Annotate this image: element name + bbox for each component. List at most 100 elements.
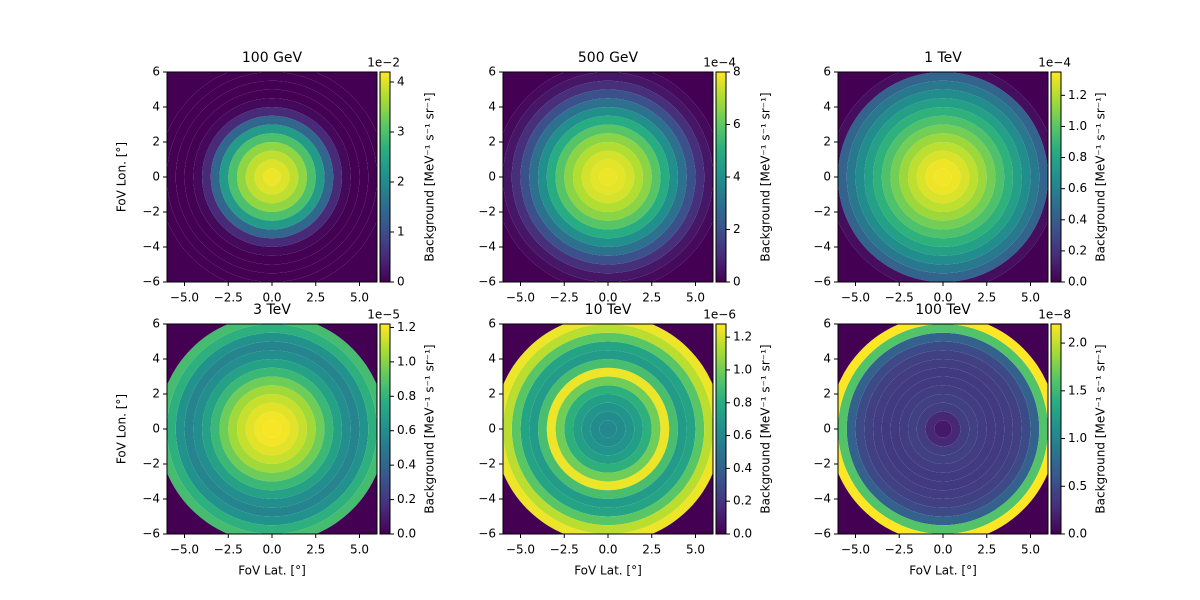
colorbar-tick-label: 0.2 bbox=[1068, 243, 1087, 257]
colorbar-tick-label: 0.6 bbox=[733, 428, 752, 442]
colorbar-tick-label: 1.5 bbox=[1068, 383, 1087, 397]
panel-title: 3 TeV bbox=[253, 302, 291, 318]
x-tick-label: 5.0 bbox=[686, 543, 705, 557]
panel-title: 100 TeV bbox=[915, 302, 971, 318]
panel-title: 500 GeV bbox=[578, 50, 639, 66]
y-tick-label: 2 bbox=[823, 135, 831, 149]
x-tick-label: 0.0 bbox=[933, 543, 952, 557]
colorbar-tick-label: 1 bbox=[397, 225, 405, 239]
colorbar-tick-label: 0.4 bbox=[733, 461, 752, 475]
y-tick-label: 6 bbox=[488, 65, 496, 79]
y-tick-label: −4 bbox=[478, 240, 496, 254]
y-tick-label: −4 bbox=[478, 492, 496, 506]
y-tick-label: −6 bbox=[478, 527, 496, 541]
x-tick-label: −5.0 bbox=[170, 543, 199, 557]
x-tick-label: 2.5 bbox=[977, 291, 996, 305]
heatmap-ring bbox=[599, 168, 617, 186]
colorbar-tick-label: 0.0 bbox=[733, 527, 752, 541]
heatmap-ring bbox=[503, 72, 713, 282]
x-tick-label: −2.5 bbox=[550, 291, 579, 305]
x-tick-label: 2.5 bbox=[642, 543, 661, 557]
heatmap-ring bbox=[263, 420, 281, 438]
heatmap-ring bbox=[590, 159, 626, 195]
y-axis-label: FoV Lon. [°] bbox=[115, 394, 129, 464]
y-tick-label: −4 bbox=[142, 240, 160, 254]
colorbar-tick-label: 3 bbox=[397, 125, 405, 139]
y-tick-label: 0 bbox=[488, 170, 496, 184]
colorbar-tick-label: 1.2 bbox=[1068, 88, 1087, 102]
y-axis-label: FoV Lon. [°] bbox=[115, 142, 129, 212]
heatmap bbox=[503, 72, 713, 282]
y-tick-label: 2 bbox=[823, 387, 831, 401]
y-tick-label: 0 bbox=[823, 422, 831, 436]
heatmap-ring bbox=[590, 411, 626, 447]
y-tick-label: −2 bbox=[142, 205, 160, 219]
colorbar bbox=[379, 323, 391, 535]
heatmap bbox=[167, 324, 377, 534]
colorbar-tick-label: 0.6 bbox=[397, 423, 416, 437]
colorbar-tick-label: 4 bbox=[397, 75, 405, 89]
colorbar-tick-label: 1.2 bbox=[397, 320, 416, 334]
y-tick-label: −6 bbox=[478, 275, 496, 289]
heatmap-ring bbox=[934, 420, 952, 438]
colorbar-tick-label: 1.0 bbox=[1068, 431, 1087, 445]
y-tick-label: 4 bbox=[823, 100, 831, 114]
heatmap bbox=[838, 324, 1048, 534]
heatmap-ring bbox=[599, 420, 617, 438]
y-tick-label: 0 bbox=[152, 422, 160, 436]
y-tick-label: −4 bbox=[813, 492, 831, 506]
colorbar-tick-label: 0.4 bbox=[397, 458, 416, 472]
y-tick-label: 2 bbox=[488, 387, 496, 401]
x-tick-label: 5.0 bbox=[1021, 291, 1040, 305]
x-axis-label: FoV Lat. [°] bbox=[909, 564, 977, 578]
x-tick-label: 0.0 bbox=[262, 291, 281, 305]
y-tick-label: −6 bbox=[813, 275, 831, 289]
x-tick-label: 2.5 bbox=[306, 291, 325, 305]
heatmap bbox=[167, 72, 377, 282]
x-tick-label: 0.0 bbox=[933, 291, 952, 305]
x-tick-label: −2.5 bbox=[550, 543, 579, 557]
heatmap-ring bbox=[925, 411, 961, 447]
colorbar-tick-label: 1.0 bbox=[1068, 119, 1087, 133]
y-tick-label: 6 bbox=[488, 317, 496, 331]
colorbar-label: Background [MeV⁻¹ s⁻¹ sr⁻¹] bbox=[759, 344, 773, 513]
y-tick-label: 0 bbox=[488, 422, 496, 436]
y-tick-label: −2 bbox=[478, 205, 496, 219]
colorbar-tick-label: 0.8 bbox=[397, 389, 416, 403]
heatmap-ring bbox=[503, 324, 713, 534]
heatmap-ring bbox=[245, 402, 299, 456]
x-tick-label: 0.0 bbox=[598, 543, 617, 557]
y-tick-label: 4 bbox=[152, 100, 160, 114]
x-tick-label: −2.5 bbox=[214, 291, 243, 305]
colorbar-tick-label: 0.8 bbox=[1068, 150, 1087, 164]
y-tick-label: 6 bbox=[823, 317, 831, 331]
heatmap-ring bbox=[838, 72, 1048, 282]
colorbar-offset: 1e−2 bbox=[367, 56, 400, 70]
heatmap-ring bbox=[167, 72, 377, 282]
colorbar-tick-label: 0.2 bbox=[397, 492, 416, 506]
y-tick-label: −6 bbox=[142, 275, 160, 289]
y-tick-label: −2 bbox=[478, 457, 496, 471]
colorbar-tick-label: 4 bbox=[733, 170, 741, 184]
colorbar-tick-label: 0.6 bbox=[1068, 181, 1087, 195]
colorbar-tick-label: 0.4 bbox=[1068, 212, 1087, 226]
panel-title: 100 GeV bbox=[242, 50, 303, 66]
colorbar bbox=[1050, 323, 1062, 535]
y-tick-label: −2 bbox=[813, 205, 831, 219]
colorbar-tick-label: 0.0 bbox=[397, 527, 416, 541]
colorbar-tick-label: 1.0 bbox=[733, 362, 752, 376]
colorbar-tick-label: 0.0 bbox=[1068, 527, 1087, 541]
heatmap-ring bbox=[916, 150, 970, 204]
colorbar bbox=[1050, 71, 1062, 283]
y-tick-label: −2 bbox=[142, 457, 160, 471]
x-tick-label: −5.0 bbox=[841, 291, 870, 305]
y-tick-label: −6 bbox=[813, 527, 831, 541]
colorbar-tick-label: 8 bbox=[733, 65, 741, 79]
colorbar-offset: 1e−4 bbox=[703, 56, 736, 70]
y-tick-label: 4 bbox=[152, 352, 160, 366]
colorbar-tick-label: 0 bbox=[397, 275, 405, 289]
heatmap-ring bbox=[838, 324, 1048, 534]
heatmap-ring bbox=[254, 411, 290, 447]
y-tick-label: 6 bbox=[152, 65, 160, 79]
